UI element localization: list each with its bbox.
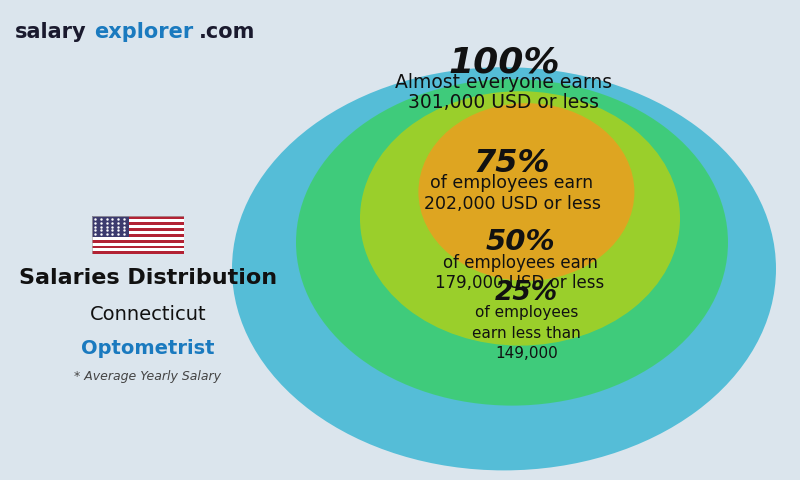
Bar bbox=[92, 219, 184, 222]
Text: 25%: 25% bbox=[495, 280, 558, 306]
Ellipse shape bbox=[232, 67, 776, 470]
Text: of employees: of employees bbox=[474, 305, 578, 321]
Text: 75%: 75% bbox=[474, 148, 550, 179]
Bar bbox=[92, 246, 184, 249]
Text: salary: salary bbox=[14, 22, 86, 42]
Ellipse shape bbox=[360, 91, 680, 346]
Bar bbox=[92, 231, 184, 234]
Bar bbox=[92, 242, 184, 246]
Text: Optometrist: Optometrist bbox=[82, 338, 214, 358]
Bar bbox=[92, 252, 184, 254]
Text: 50%: 50% bbox=[485, 228, 555, 256]
Text: .com: .com bbox=[198, 22, 254, 42]
Text: Almost everyone earns: Almost everyone earns bbox=[395, 73, 613, 92]
Text: Connecticut: Connecticut bbox=[90, 305, 206, 324]
Ellipse shape bbox=[296, 79, 728, 406]
Bar bbox=[92, 216, 129, 237]
Bar bbox=[92, 249, 184, 252]
Bar bbox=[92, 216, 184, 219]
Text: * Average Yearly Salary: * Average Yearly Salary bbox=[74, 370, 222, 384]
Bar bbox=[92, 234, 184, 237]
Text: of employees earn: of employees earn bbox=[442, 253, 598, 272]
Text: 301,000 USD or less: 301,000 USD or less bbox=[409, 93, 599, 112]
Text: of employees earn: of employees earn bbox=[430, 174, 594, 192]
Text: 100%: 100% bbox=[448, 46, 560, 79]
Text: earn less than: earn less than bbox=[472, 325, 581, 341]
Text: Salaries Distribution: Salaries Distribution bbox=[19, 268, 277, 288]
Text: 202,000 USD or less: 202,000 USD or less bbox=[423, 194, 601, 213]
Text: 179,000 USD or less: 179,000 USD or less bbox=[435, 274, 605, 292]
Bar bbox=[92, 225, 184, 228]
Bar bbox=[92, 222, 184, 225]
Bar bbox=[92, 237, 184, 240]
Bar bbox=[92, 228, 184, 231]
Text: explorer: explorer bbox=[94, 22, 194, 42]
Text: 149,000: 149,000 bbox=[495, 346, 558, 361]
Bar bbox=[92, 240, 184, 242]
Ellipse shape bbox=[418, 103, 634, 281]
